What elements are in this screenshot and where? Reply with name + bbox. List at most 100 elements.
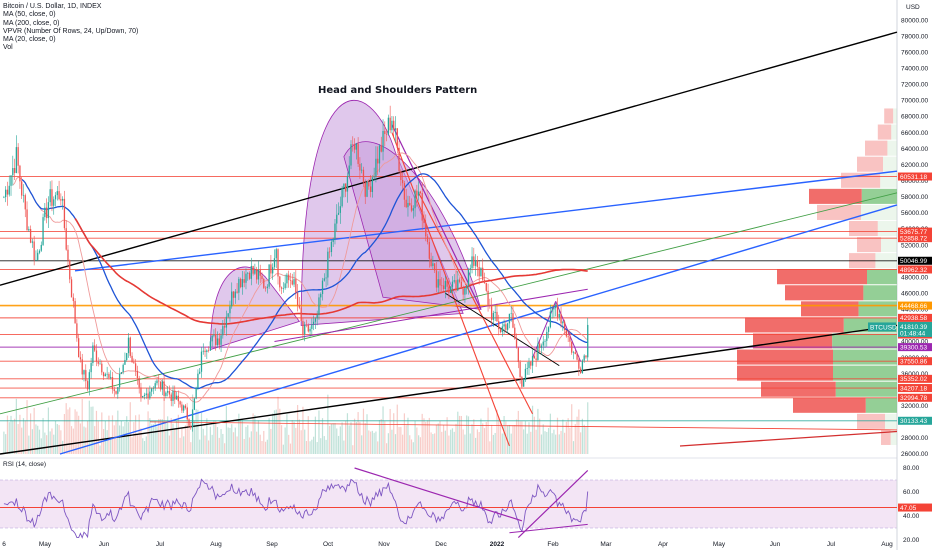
candle-body — [442, 285, 445, 289]
candle-body — [490, 305, 493, 320]
volume-bar — [113, 425, 115, 454]
volume-bar — [382, 406, 384, 454]
candle-body — [583, 355, 585, 361]
price-badge-label: 34207.18 — [900, 385, 927, 392]
candle-body — [528, 362, 530, 368]
vpvr-down-row — [865, 140, 888, 156]
time-axis[interactable]: 6 May Jun Jul Aug Sep Oct Nov Dec 2022 Feb Mar Apr Ma… — [2, 541, 893, 548]
price-tick-label: 76000.00 — [901, 49, 928, 56]
rsi-trend-up — [517, 469, 589, 539]
vpvr-down-row — [785, 285, 864, 301]
volume-bar — [119, 425, 121, 454]
candle-body — [325, 277, 327, 279]
volume-bar — [426, 420, 429, 454]
volume-bar — [455, 423, 457, 454]
price-badge-label: 42938.58 — [900, 315, 927, 322]
candle-body — [446, 280, 448, 287]
volume-bar — [241, 419, 244, 454]
volume-bar — [323, 436, 325, 454]
candle-body — [432, 263, 434, 267]
volume-bar — [377, 441, 379, 454]
volume-bar — [257, 420, 260, 454]
candle-body — [40, 244, 42, 251]
volume-bar — [120, 420, 122, 454]
price-tick-label: 52000.00 — [901, 242, 928, 249]
volume-bar — [473, 419, 475, 454]
vpvr-up-row — [893, 108, 897, 124]
candle-body — [275, 249, 277, 259]
candle-body — [264, 287, 267, 289]
volume-bar — [430, 432, 432, 454]
volume-bar — [366, 414, 368, 454]
volume-bar — [297, 405, 299, 454]
candle-body — [296, 292, 299, 306]
candle-body — [428, 242, 430, 259]
candle-body — [366, 182, 368, 197]
candle-body — [312, 321, 315, 325]
candle-body — [147, 393, 149, 399]
candle-body — [8, 185, 10, 195]
volume-bar — [12, 420, 14, 454]
volume-bar — [547, 428, 550, 454]
volume-bar — [188, 423, 190, 454]
vpvr-down-row — [737, 349, 833, 365]
volume-bar — [565, 421, 567, 454]
price-badge-label: 44468.66 — [900, 303, 927, 310]
candle-body — [462, 288, 464, 295]
volume-bar — [524, 421, 527, 454]
legend-vpvr[interactable]: VPVR (Number Of Rows, 24, Up/Down, 70) — [3, 27, 139, 35]
legend-ma50[interactable]: MA (50, close, 0) — [3, 11, 56, 19]
volume-bar — [531, 405, 534, 454]
volume-bar — [284, 427, 286, 454]
legend-vol[interactable]: Vol — [3, 44, 13, 52]
candle-body — [117, 387, 119, 394]
volume-bar — [359, 421, 361, 454]
legend-symbol[interactable]: Bitcoin / U.S. Dollar, 1D, INDEX — [3, 3, 102, 10]
candle-body — [450, 286, 452, 293]
volume-bar — [421, 413, 423, 454]
volume-bar — [163, 398, 165, 454]
volume-bar — [485, 421, 487, 454]
vpvr-down-row — [809, 188, 862, 204]
candle-body — [70, 279, 73, 298]
candle-body — [85, 370, 87, 382]
candle-body — [492, 312, 495, 320]
candle-body — [469, 268, 471, 270]
candle-body — [131, 355, 133, 363]
legend-ma200[interactable]: MA (200, close, 0) — [3, 19, 60, 27]
candle-body — [250, 265, 252, 279]
volume-bar — [346, 413, 349, 454]
volume-bar — [124, 421, 126, 454]
volume-bar — [35, 424, 37, 454]
rsi-badge-label: 47.05 — [900, 505, 917, 512]
candle-body — [533, 356, 535, 359]
volume-bar — [450, 429, 452, 454]
volume-bar — [576, 416, 578, 454]
vpvr-down-row — [884, 108, 894, 124]
volume-bar — [81, 399, 83, 454]
candle-body — [521, 376, 523, 387]
candle-body — [35, 259, 37, 261]
volume-bar — [145, 436, 147, 454]
volume-bar — [471, 424, 473, 454]
candle-body — [118, 374, 121, 388]
candle-body — [120, 372, 123, 375]
candle-body — [380, 145, 382, 152]
volume-bar — [585, 426, 587, 454]
candle-body — [15, 147, 18, 173]
candle-body — [555, 304, 557, 309]
legend-ma20[interactable]: MA (20, close, 0) — [3, 36, 56, 44]
candle-body — [10, 175, 12, 186]
volume-bar — [393, 413, 395, 454]
volume-bar — [428, 417, 430, 454]
volume-bar — [337, 435, 340, 454]
volume-bar — [31, 429, 33, 454]
volume-bar — [409, 435, 411, 454]
price-badge-label: 32994.78 — [900, 395, 927, 402]
volume-bar — [54, 420, 57, 454]
volume-bar — [357, 412, 359, 454]
volume-bar — [583, 424, 585, 454]
candle-body — [145, 393, 147, 395]
candle-body — [206, 350, 208, 352]
